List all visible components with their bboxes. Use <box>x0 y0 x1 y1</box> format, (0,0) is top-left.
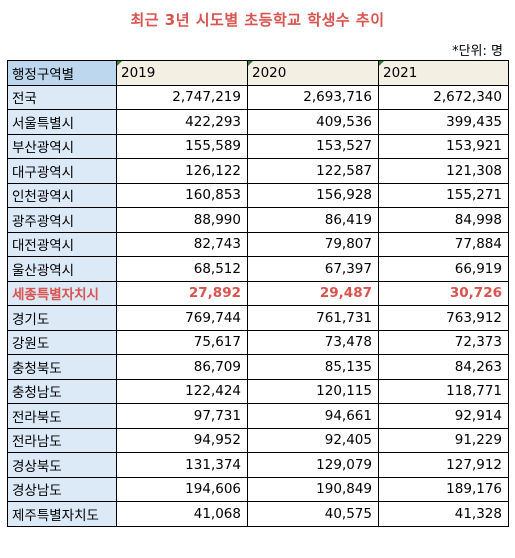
value-2019-cell: 88,990 <box>116 207 248 233</box>
value-2019-cell: 94,952 <box>116 427 248 453</box>
value-2021-cell: 155,271 <box>378 182 509 208</box>
value-2021-cell: 127,912 <box>378 452 509 478</box>
table-row: 제주특별자치도 41,068 40,575 41,328 <box>7 501 509 527</box>
value-2020-cell: 190,849 <box>247 476 379 502</box>
table-row: 경기도 769,744 761,731 763,912 <box>7 305 509 331</box>
region-cell: 전라북도 <box>7 403 117 429</box>
value-2021-cell: 121,308 <box>378 158 509 184</box>
table-row: 세종특별자치시 27,892 29,487 30,726 <box>7 280 509 306</box>
region-cell: 대구광역시 <box>7 158 117 184</box>
region-cell: 서울특별시 <box>7 109 117 135</box>
value-2019-cell: 97,731 <box>116 403 248 429</box>
region-cell: 경상북도 <box>7 452 117 478</box>
region-cell: 제주특별자치도 <box>7 501 117 527</box>
value-2021-cell: 84,998 <box>378 207 509 233</box>
value-2019-cell: 160,853 <box>116 182 248 208</box>
value-2020-cell: 40,575 <box>247 501 379 527</box>
value-2020-cell: 153,527 <box>247 133 379 159</box>
value-2020-cell: 86,419 <box>247 207 379 233</box>
region-cell: 인천광역시 <box>7 182 117 208</box>
page-title: 최근 3년 시도별 초등학교 학생수 추이 <box>130 11 385 29</box>
value-2020-cell: 156,928 <box>247 182 379 208</box>
value-2020-cell: 79,807 <box>247 231 379 257</box>
table-row: 충청북도 86,709 85,135 84,263 <box>7 354 509 380</box>
table-row: 부산광역시 155,589 153,527 153,921 <box>7 133 509 159</box>
value-2020-cell: 761,731 <box>247 305 379 331</box>
value-2021-cell: 92,914 <box>378 403 509 429</box>
value-2020-cell: 120,115 <box>247 378 379 404</box>
value-2021-cell: 84,263 <box>378 354 509 380</box>
table-row: 충청남도 122,424 120,115 118,771 <box>7 378 509 404</box>
value-2020-cell: 2,693,716 <box>247 84 379 110</box>
table-row: 경상남도 194,606 190,849 189,176 <box>7 476 509 502</box>
table-row: 인천광역시 160,853 156,928 155,271 <box>7 182 509 208</box>
region-cell: 경기도 <box>7 305 117 331</box>
region-cell: 전국 <box>7 84 117 110</box>
region-cell: 경상남도 <box>7 476 117 502</box>
region-cell: 울산광역시 <box>7 256 117 282</box>
value-2021-cell: 72,373 <box>378 329 509 355</box>
value-2021-cell: 399,435 <box>378 109 509 135</box>
table-row: 광주광역시 88,990 86,419 84,998 <box>7 207 509 233</box>
region-cell: 충청북도 <box>7 354 117 380</box>
value-2019-cell: 41,068 <box>116 501 248 527</box>
value-2019-cell: 126,122 <box>116 158 248 184</box>
table-row: 대전광역시 82,743 79,807 77,884 <box>7 231 509 257</box>
table-row: 울산광역시 68,512 67,397 66,919 <box>7 256 509 282</box>
value-2021-cell: 2,672,340 <box>378 84 509 110</box>
value-2020-cell: 85,135 <box>247 354 379 380</box>
value-2021-cell: 77,884 <box>378 231 509 257</box>
region-cell: 부산광역시 <box>7 133 117 159</box>
value-2020-cell: 409,536 <box>247 109 379 135</box>
value-2019-cell: 769,744 <box>116 305 248 331</box>
value-2021-cell: 66,919 <box>378 256 509 282</box>
table-row: 서울특별시 422,293 409,536 399,435 <box>7 109 509 135</box>
region-cell: 대전광역시 <box>7 231 117 257</box>
header-2021: 2021 <box>378 60 509 86</box>
student-count-table: 행정구역별 2019 2020 2021 전국 2,747,219 2,693,71… <box>7 60 509 527</box>
value-2019-cell: 155,589 <box>116 133 248 159</box>
table-row: 강원도 75,617 73,478 72,373 <box>7 329 509 355</box>
table-row: 대구광역시 126,122 122,587 121,308 <box>7 158 509 184</box>
value-2019-cell: 422,293 <box>116 109 248 135</box>
value-2019-cell: 86,709 <box>116 354 248 380</box>
value-2021-cell: 91,229 <box>378 427 509 453</box>
value-2020-cell: 129,079 <box>247 452 379 478</box>
value-2021-cell: 41,328 <box>378 501 509 527</box>
value-2019-cell: 131,374 <box>116 452 248 478</box>
value-2019-cell: 122,424 <box>116 378 248 404</box>
value-2021-cell: 30,726 <box>378 280 509 306</box>
region-cell: 충청남도 <box>7 378 117 404</box>
unit-note: *단위: 명 <box>452 44 503 59</box>
value-2019-cell: 68,512 <box>116 256 248 282</box>
table-row: 전라북도 97,731 94,661 92,914 <box>7 403 509 429</box>
value-2021-cell: 118,771 <box>378 378 509 404</box>
value-2021-cell: 153,921 <box>378 133 509 159</box>
table-row: 전국 2,747,219 2,693,716 2,672,340 <box>7 84 509 110</box>
value-2019-cell: 194,606 <box>116 476 248 502</box>
value-2021-cell: 189,176 <box>378 476 509 502</box>
value-2019-cell: 75,617 <box>116 329 248 355</box>
region-cell: 전라남도 <box>7 427 117 453</box>
value-2020-cell: 29,487 <box>247 280 379 306</box>
value-2020-cell: 94,661 <box>247 403 379 429</box>
value-2019-cell: 2,747,219 <box>116 84 248 110</box>
value-2021-cell: 763,912 <box>378 305 509 331</box>
value-2019-cell: 82,743 <box>116 231 248 257</box>
header-region: 행정구역별 <box>7 60 117 86</box>
table-body: 전국 2,747,219 2,693,716 2,672,340 서울특별시 422,29… <box>7 84 509 527</box>
value-2020-cell: 73,478 <box>247 329 379 355</box>
value-2020-cell: 92,405 <box>247 427 379 453</box>
value-2019-cell: 27,892 <box>116 280 248 306</box>
header-2019: 2019 <box>116 60 248 86</box>
region-cell: 강원도 <box>7 329 117 355</box>
table-row: 전라남도 94,952 92,405 91,229 <box>7 427 509 453</box>
value-2020-cell: 122,587 <box>247 158 379 184</box>
table-header-row: 행정구역별 2019 2020 2021 <box>7 60 509 86</box>
region-cell: 세종특별자치시 <box>7 280 117 306</box>
header-2020: 2020 <box>247 60 379 86</box>
region-cell: 광주광역시 <box>7 207 117 233</box>
table-row: 경상북도 131,374 129,079 127,912 <box>7 452 509 478</box>
value-2020-cell: 67,397 <box>247 256 379 282</box>
